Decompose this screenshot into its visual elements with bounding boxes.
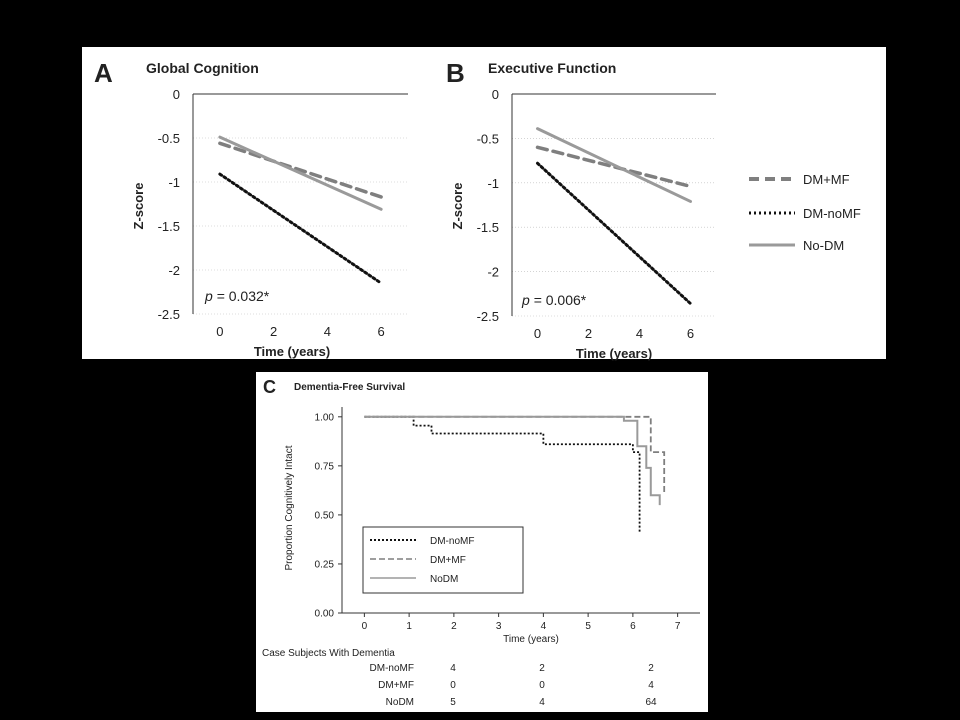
panel-b: B Executive Function Z-score Time (years… [446, 58, 716, 361]
table-row-label: DM-noMF [370, 663, 414, 674]
x-tick-label: 6 [687, 326, 694, 341]
panel-c-title: Dementia-Free Survival [294, 382, 405, 393]
y-tick-label: -2 [168, 263, 180, 278]
x-tick-label: 1 [406, 621, 412, 632]
series-line-no-dm [218, 135, 383, 211]
x-tick-label: 3 [496, 621, 502, 632]
panel-b-xlabel: Time (years) [576, 346, 652, 361]
table-cell: 0 [450, 680, 456, 691]
y-tick-label: 0 [173, 87, 180, 102]
panel-b-title: Executive Function [488, 60, 616, 76]
legend-c-label-nodm: NoDM [430, 574, 458, 585]
panel-a-plot: 0 -0.5 -1 -1.5 -2 -2.5 0 2 4 6 [158, 87, 408, 339]
panel-a-pvalue-symbol: p [204, 288, 213, 304]
table-cell: 5 [450, 697, 456, 708]
y-tick-label: -0.5 [158, 131, 180, 146]
y-tick-label: 0 [492, 87, 499, 102]
panel-c-ylabel: Proportion Cognitively Intact [284, 445, 295, 570]
y-tick-label: 0.75 [315, 461, 335, 472]
y-tick-label: -2.5 [477, 309, 499, 324]
table-row: DM+MF 0 0 4 [378, 680, 654, 691]
series-line-dm-mf [218, 141, 383, 199]
panel-a: A Global Cognition Z-score Time (years) … [94, 58, 408, 359]
x-tick-label: 0 [362, 621, 368, 632]
legend-label-dm-nomf: DM-noMF [803, 206, 861, 221]
x-tick-label: 0 [216, 324, 223, 339]
legend-ab: DM+MF DM-noMF No-DM [749, 172, 861, 253]
table-cell: 4 [450, 663, 456, 674]
x-tick-label: 4 [324, 324, 331, 339]
table-row-label: DM+MF [378, 680, 414, 691]
y-tick-label: -1.5 [158, 219, 180, 234]
y-tick-label: -1.5 [477, 220, 499, 235]
table-cell: 64 [645, 697, 657, 708]
y-tick-label: -0.5 [477, 131, 499, 146]
panel-c: C Dementia-Free Survival Proportion Cogn… [262, 377, 700, 708]
legend-label-dm-mf: DM+MF [803, 172, 850, 187]
table-cell: 2 [539, 663, 545, 674]
legend-c: DM-noMF DM+MF NoDM [362, 526, 524, 594]
x-tick-label: 4 [636, 326, 643, 341]
panel-a-xlabel: Time (years) [254, 344, 330, 359]
panel-c-letter: C [263, 377, 276, 397]
y-tick-label: -2 [487, 265, 499, 280]
legend-c-label-dm-mf: DM+MF [430, 555, 466, 566]
dementia-case-table: Case Subjects With Dementia DM-noMF 4 2 … [262, 648, 657, 708]
panel-b-letter: B [446, 58, 465, 88]
x-tick-label: 7 [675, 621, 681, 632]
x-tick-label: 5 [585, 621, 591, 632]
y-tick-label: 1.00 [315, 412, 335, 423]
panel-a-ylabel: Z-score [131, 183, 146, 230]
panel-b-pvalue-text: = 0.006* [534, 292, 587, 308]
panel-c-plot: 0.00 0.25 0.50 0.75 1.00 0 1 2 3 4 5 6 7 [315, 407, 700, 632]
series-line-dm-nomf [218, 172, 383, 285]
x-tick-label: 2 [585, 326, 592, 341]
series-line-no-dm [536, 127, 692, 203]
x-tick-label: 0 [534, 326, 541, 341]
table-cell: 0 [539, 680, 545, 691]
panel-b-plot: 0 -0.5 -1 -1.5 -2 -2.5 0 2 4 6 [477, 87, 716, 341]
x-tick-label: 6 [630, 621, 636, 632]
legend-label-no-dm: No-DM [803, 238, 844, 253]
panel-a-pvalue-text: = 0.032* [217, 288, 270, 304]
x-tick-label: 2 [270, 324, 277, 339]
series-line-dm-nomf [536, 161, 692, 306]
panel-b-pvalue-symbol: p [521, 292, 530, 308]
table-row: NoDM 5 4 64 [386, 697, 657, 708]
x-tick-label: 2 [451, 621, 457, 632]
panel-a-letter: A [94, 58, 113, 88]
x-tick-label: 6 [378, 324, 385, 339]
table-row-label: NoDM [386, 697, 414, 708]
y-tick-label: 0.25 [315, 559, 335, 570]
series-line-dm-mf [535, 145, 693, 189]
y-tick-label: 0.50 [315, 510, 335, 521]
table-cell: 2 [648, 663, 654, 674]
table-cell: 4 [539, 697, 545, 708]
y-tick-label: -1 [168, 175, 180, 190]
x-tick-label: 4 [541, 621, 547, 632]
table-title: Case Subjects With Dementia [262, 648, 395, 659]
panel-c-xlabel: Time (years) [503, 634, 559, 645]
y-tick-label: -2.5 [158, 307, 180, 322]
panel-a-title: Global Cognition [146, 60, 259, 76]
y-tick-label: 0.00 [315, 609, 335, 620]
panel-b-pvalue: p = 0.006* [521, 292, 587, 308]
panel-a-pvalue: p = 0.032* [204, 288, 270, 304]
table-cell: 4 [648, 680, 654, 691]
legend-c-label-dm-nomf: DM-noMF [430, 536, 474, 547]
panel-b-ylabel: Z-score [450, 183, 465, 230]
km-curve-dm-mf [364, 415, 666, 494]
km-curve-nodm [364, 415, 661, 506]
y-tick-label: -1 [487, 176, 499, 191]
table-row: DM-noMF 4 2 2 [370, 663, 655, 674]
panel-ab-background [82, 47, 886, 359]
legend-c-box [362, 526, 524, 594]
